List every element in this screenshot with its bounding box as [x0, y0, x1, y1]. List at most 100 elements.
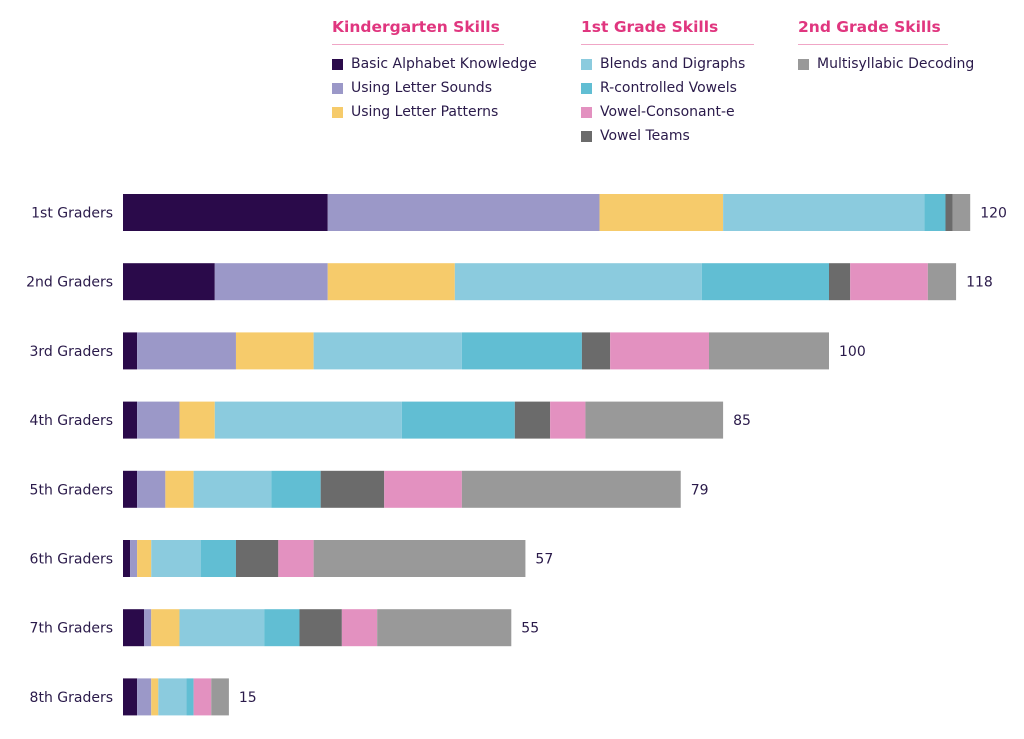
legend-item: Using Letter Patterns — [332, 100, 504, 124]
bar-segment — [214, 401, 402, 439]
bar-segment — [123, 401, 138, 439]
bar-segment — [723, 194, 925, 231]
bar-segment — [585, 401, 724, 439]
bar-segment — [235, 332, 314, 370]
category-label: 8th Graders — [30, 690, 113, 706]
legend-group-kindergarten: Kindergarten Skills Basic Alphabet Knowl… — [332, 18, 537, 124]
bar-segment — [123, 263, 215, 301]
legend-group-title: 1st Grade Skills — [581, 18, 754, 45]
bar-segment — [313, 540, 526, 577]
bar-segment — [271, 470, 321, 508]
bar-segment — [384, 470, 462, 508]
bar-segment — [235, 540, 279, 577]
bar-segment — [151, 678, 159, 716]
bar-segment — [313, 332, 462, 370]
legend-label: R-controlled Vowels — [600, 80, 737, 96]
bar-segment — [514, 401, 551, 439]
legend-group-2nd-grade: 2nd Grade Skills Multisyllabic Decoding — [798, 18, 974, 76]
legend-item: Basic Alphabet Knowledge — [332, 52, 537, 76]
bar-segment — [264, 609, 300, 647]
legend-items: Blends and Digraphs R-controlled Vowels Vo… — [581, 52, 754, 148]
legend-swatch — [332, 58, 343, 70]
legend-group-title: 2nd Grade Skills — [798, 18, 948, 45]
bar-segment — [377, 609, 512, 647]
category-label: 6th Graders — [30, 552, 113, 568]
legend-label: Using Letter Sounds — [351, 80, 492, 96]
bar-segment — [165, 470, 194, 508]
total-label: 15 — [239, 690, 257, 706]
bar-segment — [123, 332, 138, 370]
bar-segment — [829, 263, 851, 301]
total-label: 85 — [733, 413, 751, 429]
category-label: 5th Graders — [30, 482, 113, 498]
legend-swatch — [798, 58, 809, 70]
category-label: 1st Graders — [31, 206, 113, 222]
bar-segment — [193, 678, 212, 716]
legend-label: Multisyllabic Decoding — [817, 56, 975, 72]
legend-group-1st-grade: 1st Grade Skills Blends and Digraphs R-co… — [581, 18, 754, 148]
legend-item: Using Letter Sounds — [332, 76, 504, 100]
bar-segment — [137, 678, 152, 716]
bar-segment — [137, 332, 236, 370]
legend-item: Blends and Digraphs — [581, 52, 754, 76]
legend-label: Using Letter Patterns — [351, 104, 499, 120]
bar-segment — [123, 194, 328, 231]
bar-segment — [151, 540, 201, 577]
total-label: 100 — [839, 344, 866, 360]
bar-segment — [927, 263, 957, 301]
legend-item: R-controlled Vowels — [581, 76, 754, 100]
legend-group-title: Kindergarten Skills — [332, 18, 504, 45]
bar-segment — [461, 332, 582, 370]
bar-segment — [137, 401, 180, 439]
bar-segment — [945, 194, 953, 231]
bar-segment — [581, 332, 611, 370]
total-label: 120 — [980, 206, 1007, 222]
bar-segment — [278, 540, 314, 577]
bar-segment — [599, 194, 724, 231]
bar-segment — [320, 470, 385, 508]
bar-segment — [461, 470, 681, 508]
bar-segment — [137, 470, 166, 508]
bar-segment — [952, 194, 971, 231]
total-label: 57 — [535, 552, 553, 568]
bar-segment — [850, 263, 928, 301]
legend-item: Multisyllabic Decoding — [798, 52, 974, 76]
bar-segment — [123, 678, 138, 716]
legend-swatch — [332, 106, 343, 118]
legend-label: Vowel-Consonant-e — [600, 104, 735, 120]
legend-swatch — [581, 58, 592, 70]
bar-segment — [151, 609, 180, 647]
total-label: 55 — [521, 621, 539, 637]
bar-segment — [299, 609, 342, 647]
bar-segment — [144, 609, 152, 647]
category-label: 3rd Graders — [30, 344, 114, 360]
bar-segment — [200, 540, 236, 577]
category-label: 2nd Graders — [26, 275, 113, 291]
legend-label: Vowel Teams — [600, 128, 690, 144]
legend-item: Vowel Teams — [581, 124, 754, 148]
bar-segment — [158, 678, 187, 716]
legend-swatch — [332, 82, 343, 94]
bar-segment — [327, 194, 600, 231]
legend-swatch — [581, 130, 592, 142]
legend-items: Basic Alphabet Knowledge Using Letter Sou… — [332, 52, 537, 124]
bar-segment — [179, 609, 265, 647]
legend-swatch — [581, 82, 592, 94]
bar-segment — [401, 401, 515, 439]
total-label: 118 — [966, 275, 993, 291]
bar-segment — [454, 263, 702, 301]
bar-segment — [123, 470, 138, 508]
category-label: 4th Graders — [30, 413, 113, 429]
bar-segment — [550, 401, 586, 439]
legend-item: Vowel-Consonant-e — [581, 100, 754, 124]
bar-segment — [137, 540, 152, 577]
bar-segment — [610, 332, 709, 370]
bar-segment — [130, 540, 138, 577]
bar-segment — [708, 332, 829, 370]
bar-segment — [123, 609, 145, 647]
bar-segment — [186, 678, 194, 716]
bar-segment — [214, 263, 328, 301]
bar-segment — [327, 263, 455, 301]
